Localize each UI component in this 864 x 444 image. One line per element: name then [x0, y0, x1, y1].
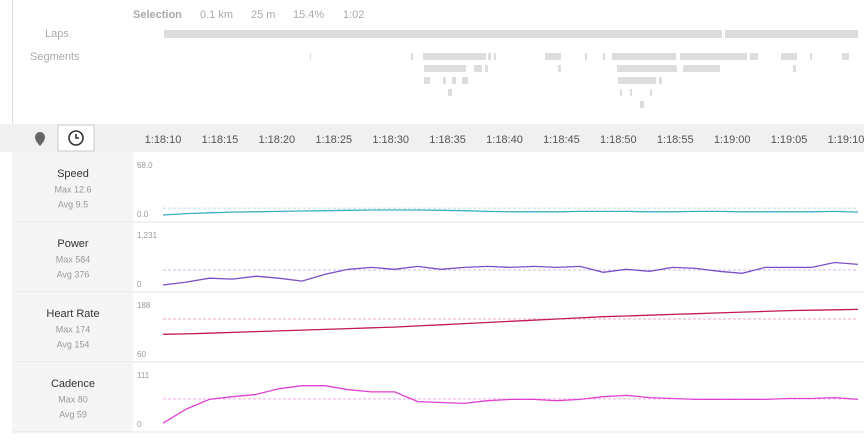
laps-bars[interactable]: [164, 30, 858, 38]
panel-max: Max 584: [56, 254, 91, 264]
segment-bars[interactable]: [310, 53, 849, 108]
y-tick-label: 0: [137, 280, 142, 289]
panel-label-bg: [12, 362, 133, 432]
segment-bar[interactable]: [474, 65, 482, 72]
time-tick-label: 1:18:35: [429, 134, 466, 146]
segment-bar[interactable]: [423, 53, 486, 60]
segment-bar[interactable]: [650, 89, 652, 96]
segment-bar[interactable]: [640, 101, 644, 108]
segment-bar[interactable]: [630, 89, 632, 96]
panel-avg: Avg 59: [59, 409, 87, 419]
segment-bar[interactable]: [452, 77, 456, 84]
panel-label-bg: [12, 222, 133, 292]
panel-avg: Avg 376: [57, 269, 90, 279]
toolbar: [0, 124, 864, 152]
segment-bar[interactable]: [448, 89, 452, 96]
segment-bar[interactable]: [462, 77, 468, 84]
lap-bar[interactable]: [725, 30, 858, 38]
time-button[interactable]: [57, 124, 95, 152]
time-tick-label: 1:18:20: [258, 134, 295, 146]
y-tick-label: 68.0: [137, 161, 153, 170]
clock-icon[interactable]: [68, 130, 84, 146]
segment-bar[interactable]: [411, 53, 413, 60]
segment-bar[interactable]: [424, 65, 466, 72]
selection-time: 1:02: [343, 9, 364, 21]
panel-name: Heart Rate: [46, 308, 99, 320]
segment-bar[interactable]: [683, 65, 720, 72]
panel-max: Max 174: [56, 324, 91, 334]
panel-name: Speed: [57, 168, 89, 180]
panels: Speed Max 12.6 Avg 9.5 0.0 68.0 Power Max 584 A…: [12, 152, 864, 433]
segments-label: Segments: [30, 51, 80, 63]
y-tick-label: 60: [137, 350, 146, 359]
series-line: [162, 308, 859, 335]
selection-distance: 0.1 km: [200, 9, 233, 21]
segment-bar[interactable]: [618, 77, 656, 84]
segment-bar[interactable]: [750, 53, 758, 60]
y-tick-label: 188: [137, 301, 151, 310]
time-tick-label: 1:18:15: [202, 134, 239, 146]
panel-avg: Avg 9.5: [58, 199, 88, 209]
panel-label-bg: [12, 152, 133, 222]
segment-bar[interactable]: [488, 53, 491, 60]
selection-grade: 15.4%: [293, 9, 324, 21]
segment-bar[interactable]: [781, 53, 797, 60]
series-line: [162, 385, 859, 424]
clock-hands[interactable]: [75, 134, 79, 139]
y-tick-label: 0.0: [137, 210, 149, 219]
segment-bar[interactable]: [494, 53, 496, 60]
segment-bar[interactable]: [310, 53, 311, 60]
time-tick-label: 1:18:55: [657, 134, 694, 146]
time-tick-label: 1:18:25: [315, 134, 352, 146]
time-tick-label: 1:18:30: [372, 134, 409, 146]
selection-label: Selection: [133, 9, 182, 21]
time-tick-label: 1:18:50: [600, 134, 637, 146]
map-button[interactable]: [24, 124, 56, 152]
segment-bar[interactable]: [424, 77, 430, 84]
segment-bar[interactable]: [793, 65, 796, 72]
segment-bar[interactable]: [617, 65, 677, 72]
segment-bar[interactable]: [620, 89, 622, 96]
segment-bar[interactable]: [585, 53, 587, 60]
segment-bar[interactable]: [680, 53, 747, 60]
selection-elevation: 25 m: [251, 9, 275, 21]
time-tick-label: 1:18:40: [486, 134, 523, 146]
segment-bar[interactable]: [485, 65, 488, 72]
time-axis: 1:18:10 1:18:15 1:18:20 1:18:25 1:18:30 1:18:…: [145, 134, 864, 146]
map-pin-icon[interactable]: [35, 132, 45, 146]
y-tick-label: 1,231: [137, 231, 158, 240]
panel-name: Cadence: [51, 378, 95, 390]
panel-max: Max 12.6: [54, 184, 91, 194]
y-tick-label: 0: [137, 420, 142, 429]
panel-avg: Avg 154: [57, 339, 90, 349]
time-tick-label: 1:19:05: [771, 134, 808, 146]
series-line: [162, 261, 859, 286]
segment-bar[interactable]: [443, 77, 446, 84]
segment-bar[interactable]: [659, 77, 662, 84]
time-tick-label: 1:19:00: [714, 134, 751, 146]
series-line: [162, 209, 859, 216]
time-tick-label: 1:18:10: [145, 134, 182, 146]
lap-bar[interactable]: [164, 30, 722, 38]
segment-bar[interactable]: [603, 53, 605, 60]
time-tick-label: 1:18:45: [543, 134, 580, 146]
segment-bar[interactable]: [842, 53, 849, 60]
segment-bar[interactable]: [612, 53, 676, 60]
time-tick-label: 1:19:10: [828, 134, 864, 146]
panel-label-bg: [12, 292, 133, 362]
laps-label: Laps: [45, 28, 69, 40]
segment-bar[interactable]: [545, 53, 561, 60]
segment-bar[interactable]: [558, 65, 561, 72]
panel-max: Max 80: [58, 394, 88, 404]
panel-name: Power: [57, 238, 89, 250]
segment-bar[interactable]: [810, 53, 812, 60]
y-tick-label: 111: [137, 371, 150, 380]
